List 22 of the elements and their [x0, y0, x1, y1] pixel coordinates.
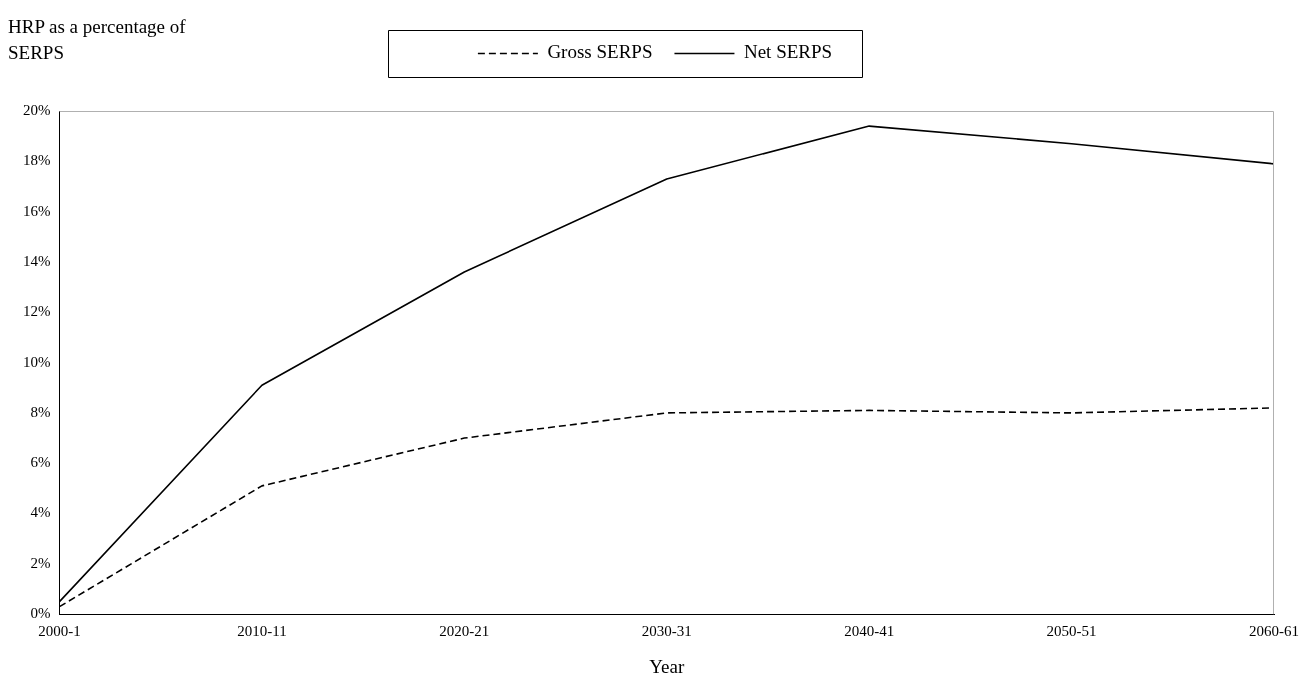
y-tick-label: 12% [23, 303, 51, 320]
x-axis-title: Year [649, 655, 685, 677]
y-tick-label: 8% [30, 403, 51, 420]
y-tick-label: 18% [23, 152, 51, 169]
x-tick-label: 2060-61 [1249, 623, 1299, 640]
x-tick-label: 2020-21 [439, 623, 490, 640]
x-tick-label: 2000-1 [38, 623, 81, 640]
y-tick-label: 10% [23, 353, 51, 370]
legend-label: Net SERPS [743, 41, 833, 63]
y-tick-label: 2% [30, 554, 51, 571]
y-tick-label: 0% [30, 605, 51, 622]
x-tick-label: 2030-31 [641, 623, 692, 640]
y-axis-title: HRP as a percentage of SERPS [8, 15, 187, 65]
y-tick-label: 16% [23, 202, 51, 219]
y-tick-label: 20% [23, 101, 51, 118]
legend-label: Gross SERPS [547, 41, 653, 63]
y-tick-label: 4% [30, 504, 51, 521]
y-tick-label: 14% [23, 252, 51, 269]
y-tick-label: 6% [30, 454, 51, 471]
x-tick-label: 2050-51 [1046, 623, 1097, 640]
x-tick-label: 2010-11 [237, 623, 287, 640]
x-tick-label: 2040-41 [844, 623, 895, 640]
